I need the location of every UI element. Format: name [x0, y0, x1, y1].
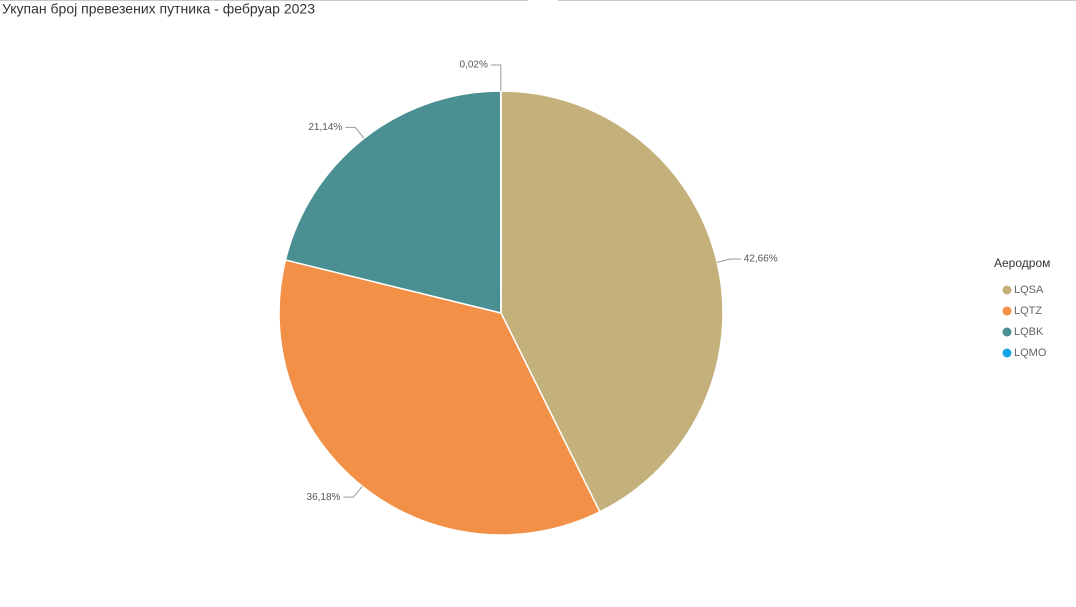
data-label: 42,66% — [744, 254, 778, 265]
legend-marker — [1002, 306, 1012, 316]
leader-line — [343, 485, 363, 498]
data-label: 36,18% — [307, 492, 341, 503]
legend-label: LQSA — [1014, 284, 1044, 296]
legend-label: LQMO — [1014, 347, 1047, 359]
pie-slice — [278, 259, 601, 536]
legend-marker — [1002, 327, 1012, 337]
legend-marker — [1002, 285, 1012, 295]
chart-title: Укупан број превезених путника - фебруар… — [2, 1, 315, 17]
legend-label: LQBK — [1014, 326, 1044, 338]
legend-marker — [1002, 348, 1012, 358]
legend-title: Аеродром — [994, 256, 1050, 270]
leader-line — [490, 64, 502, 92]
data-label: 21,14% — [308, 122, 342, 133]
leader-line — [345, 126, 365, 139]
data-label: 0,02% — [459, 60, 487, 71]
legend-label: LQTZ — [1014, 305, 1042, 317]
leader-line — [717, 258, 741, 263]
